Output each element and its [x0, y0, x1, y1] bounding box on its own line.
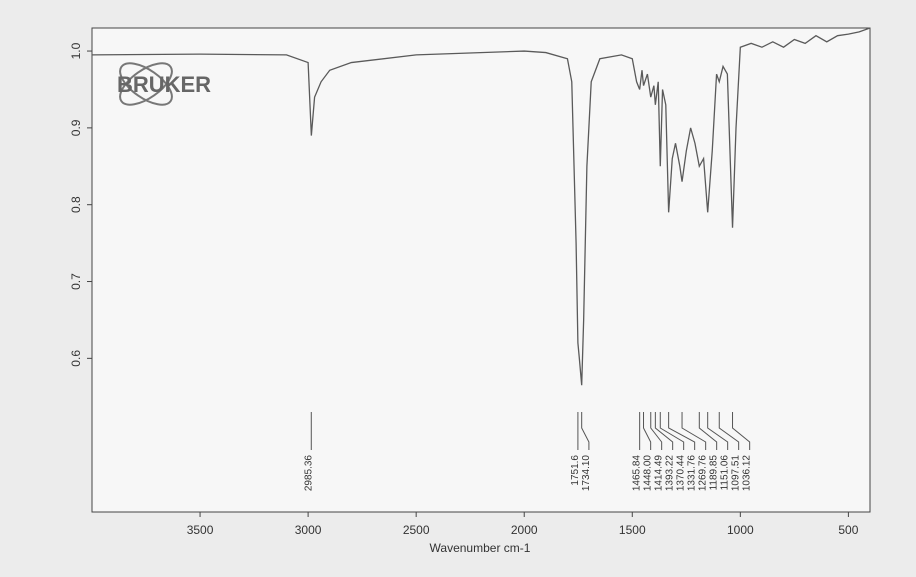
peak-label: 1097.51 [731, 455, 742, 492]
peak-label: 1448.00 [643, 455, 654, 492]
peak-label: 2985.36 [303, 455, 314, 492]
y-tick-label: 1.0 [69, 42, 83, 59]
logo: BRUKER [117, 62, 211, 106]
peak-leader [732, 412, 751, 450]
peak-leader [650, 412, 663, 450]
x-tick-label: 500 [838, 523, 858, 537]
peak-leader [668, 412, 696, 450]
peak-leader [698, 412, 718, 450]
peak-leader [654, 412, 674, 450]
y-tick-label: 0.8 [69, 196, 83, 213]
peak-label: 1189.85 [709, 455, 720, 491]
logo-text: BRUKER [117, 72, 211, 97]
y-tick-label: 0.9 [69, 119, 83, 136]
peak-label: 1269.76 [698, 455, 709, 492]
peak-label: 1370.44 [676, 455, 687, 492]
plot-frame [91, 27, 871, 513]
spectrum-line [91, 27, 871, 386]
x-axis-label: Wavenumber cm-1 [430, 541, 531, 555]
x-tick-label: 3000 [295, 523, 322, 537]
peak-leader [643, 412, 652, 450]
peak-label: 1393.22 [665, 455, 676, 492]
x-tick-label: 3500 [187, 523, 214, 537]
logo-orbit [119, 62, 173, 106]
peak-label: 1465.84 [632, 455, 643, 492]
peak-leader [718, 412, 740, 450]
peak-leader [659, 412, 685, 450]
peak-label: 1734.10 [581, 455, 592, 492]
peak-label: 1151.06 [720, 455, 731, 491]
y-tick-label: 0.7 [69, 273, 83, 290]
x-tick-label: 2500 [403, 523, 430, 537]
peak-label: 1036.12 [742, 455, 753, 492]
peak-leader [581, 412, 590, 450]
peak-label: 1414.49 [654, 455, 665, 492]
peak-leader [681, 412, 707, 450]
logo-orbit [119, 62, 173, 106]
x-tick-label: 2000 [511, 523, 538, 537]
peak-label: 1331.76 [687, 455, 698, 492]
peak-label: 1751.6 [570, 455, 581, 486]
x-tick-label: 1500 [619, 523, 646, 537]
y-tick-label: 0.6 [69, 350, 83, 367]
peak-leader [707, 412, 729, 450]
x-tick-label: 1000 [727, 523, 754, 537]
